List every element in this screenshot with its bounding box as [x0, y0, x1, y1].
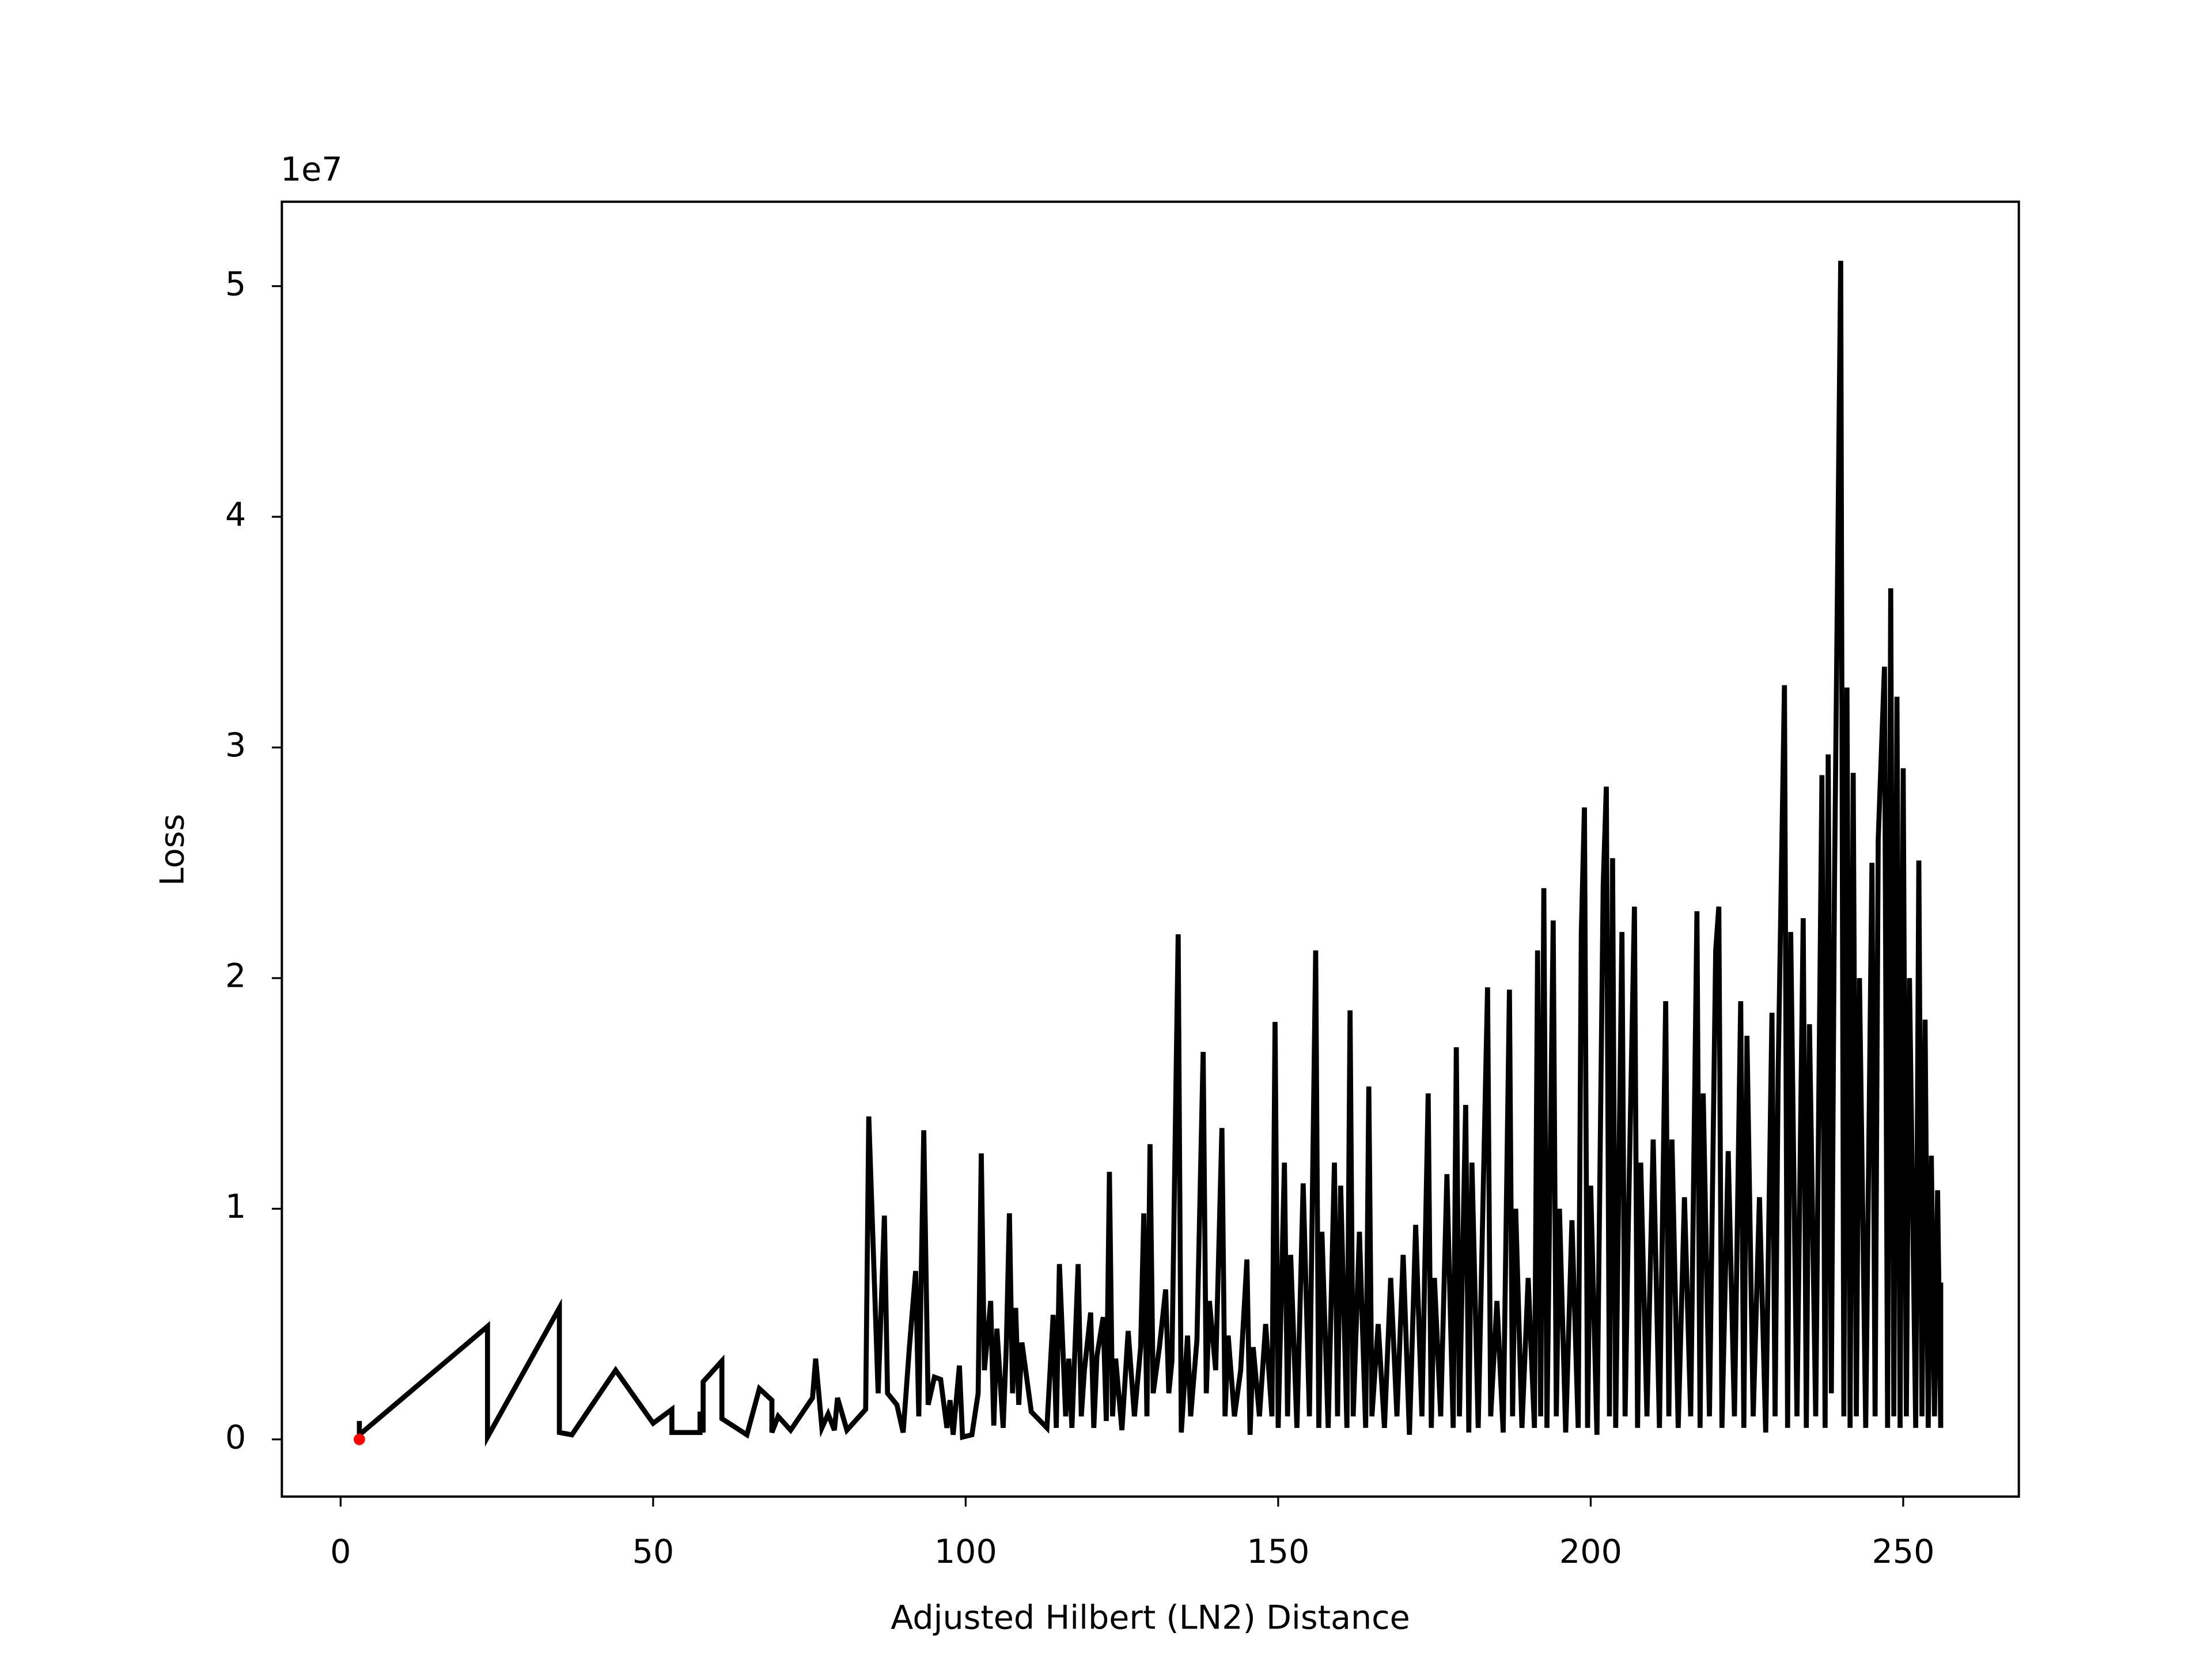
- y-tick-label: 3: [225, 726, 246, 764]
- x-tick-label: 0: [330, 1533, 351, 1571]
- x-tick-label: 100: [934, 1533, 997, 1571]
- marker: [353, 1433, 365, 1445]
- x-tick-label: 50: [632, 1533, 675, 1571]
- y-offset-text: 1e7: [281, 151, 343, 189]
- y-tick-label: 4: [225, 496, 246, 534]
- y-tick-label: 2: [225, 957, 246, 995]
- y-axis-label: Loss: [154, 814, 192, 886]
- x-tick-label: 200: [1559, 1533, 1622, 1571]
- x-axis-label: Adjusted Hilbert (LN2) Distance: [891, 1599, 1410, 1637]
- x-tick-label: 250: [1872, 1533, 1934, 1571]
- y-tick-label: 5: [225, 265, 246, 303]
- data-line: [357, 260, 1944, 1447]
- y-tick-label: 1: [225, 1188, 246, 1226]
- y-tick-label: 0: [225, 1418, 246, 1456]
- plot-frame: [281, 200, 2020, 1498]
- x-tick-label: 150: [1247, 1533, 1309, 1571]
